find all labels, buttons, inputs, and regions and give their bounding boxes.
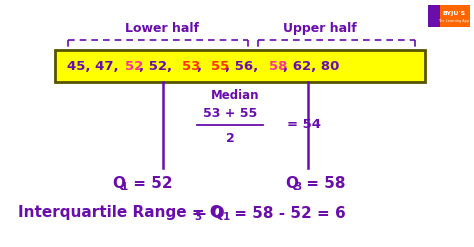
- Text: Q: Q: [285, 176, 298, 190]
- Text: = 54: = 54: [288, 119, 321, 131]
- Text: Interquartile Range = Q: Interquartile Range = Q: [18, 206, 223, 221]
- Text: 2: 2: [226, 131, 235, 144]
- Text: Q: Q: [112, 176, 125, 190]
- Text: The Learning App: The Learning App: [438, 19, 470, 23]
- FancyBboxPatch shape: [55, 50, 425, 82]
- Text: Median: Median: [211, 88, 260, 102]
- Text: 52: 52: [125, 60, 143, 73]
- Text: 53 + 55: 53 + 55: [203, 106, 258, 120]
- Text: = 52: = 52: [128, 176, 173, 190]
- FancyBboxPatch shape: [428, 5, 470, 27]
- Text: 55: 55: [211, 60, 229, 73]
- Text: 53: 53: [182, 60, 201, 73]
- Text: Lower half: Lower half: [125, 21, 199, 35]
- Text: Upper half: Upper half: [283, 21, 357, 35]
- Text: 1: 1: [223, 212, 230, 222]
- Text: 1: 1: [121, 182, 128, 192]
- Text: - Q: - Q: [200, 206, 225, 221]
- Text: = 58 - 52 = 6: = 58 - 52 = 6: [229, 206, 346, 221]
- Text: 3: 3: [194, 212, 201, 222]
- Text: ,: ,: [197, 60, 206, 73]
- Text: 58: 58: [269, 60, 287, 73]
- Text: 45, 47,: 45, 47,: [67, 60, 123, 73]
- Text: , 62, 80: , 62, 80: [283, 60, 339, 73]
- Text: = 58: = 58: [301, 176, 346, 190]
- Text: , 56,: , 56,: [226, 60, 263, 73]
- Text: BYJU'S: BYJU'S: [442, 11, 465, 16]
- FancyBboxPatch shape: [440, 5, 470, 27]
- Text: , 52,: , 52,: [139, 60, 177, 73]
- Text: 3: 3: [294, 182, 301, 192]
